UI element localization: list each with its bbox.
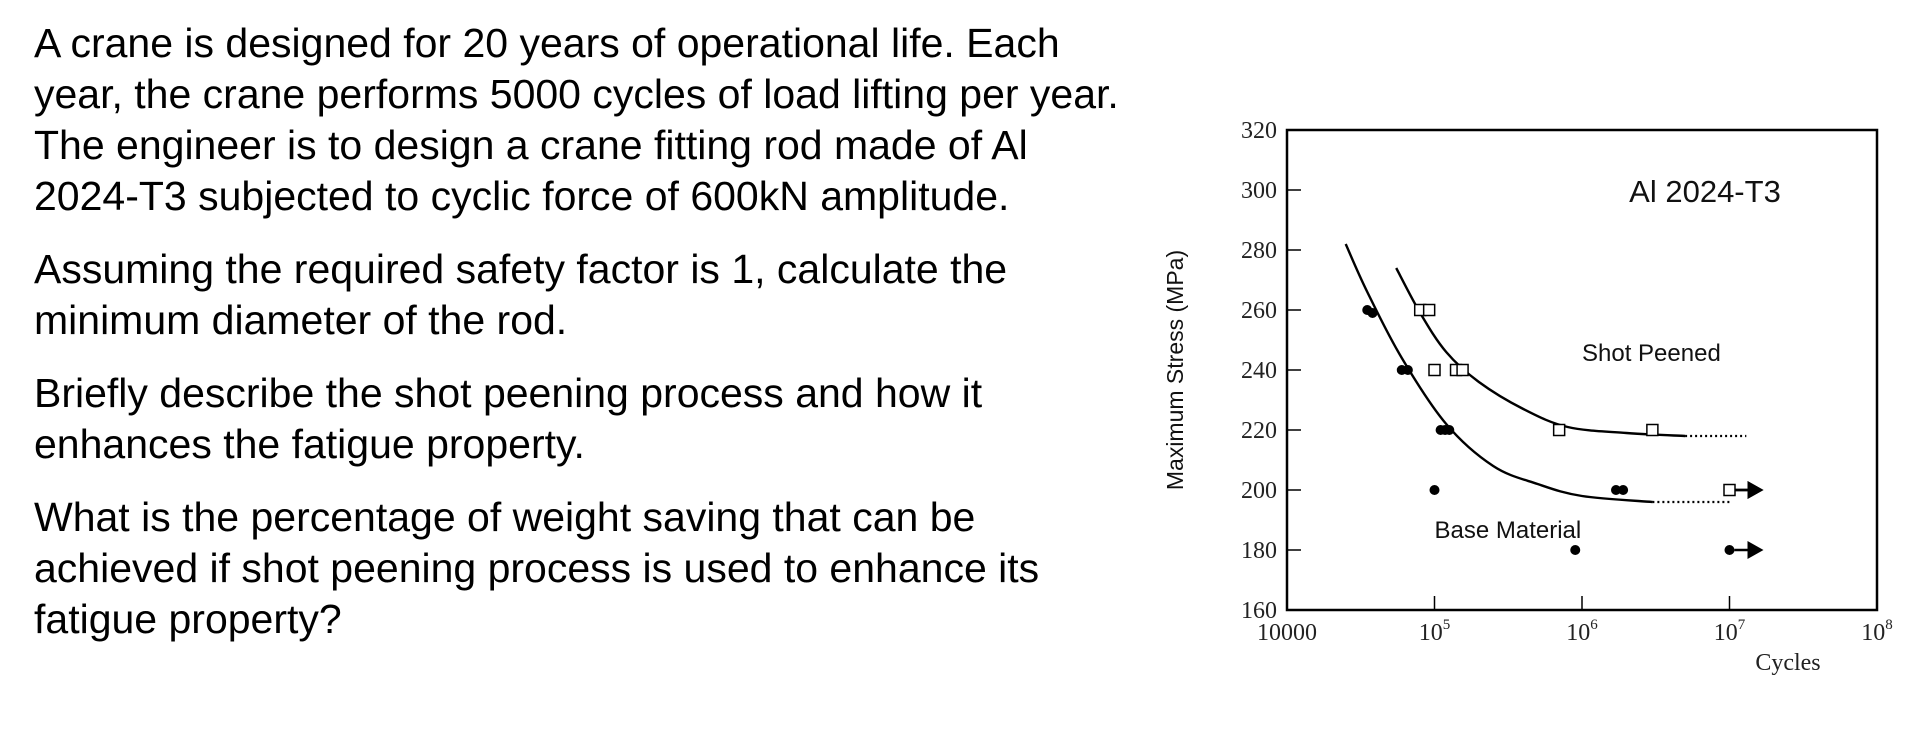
question-paragraph-1: A crane is designed for 20 years of oper…: [34, 20, 1119, 219]
y-tick-label: 160: [1241, 598, 1277, 624]
y-axis-label: Maximum Stress (MPa): [1162, 250, 1188, 490]
question-paragraph-4: What is the percentage of weight saving …: [34, 494, 1040, 642]
shot-peened-point: [1552, 423, 1566, 437]
base-material-fit-curve: [1344, 243, 1653, 504]
shot-peened-point: [1428, 363, 1441, 377]
base-material-runout-arrow-head: [1747, 541, 1764, 559]
x-axis-ticks: 10000 105 106 107 108: [1257, 596, 1893, 646]
shot-peened-point: [1723, 483, 1736, 497]
base-material-point: [1402, 365, 1413, 375]
question-paragraph-3: Briefly describe the shot peening proces…: [34, 370, 983, 467]
base-material-point: [1367, 308, 1378, 318]
y-tick-label: 280: [1241, 238, 1277, 264]
annotation-label: Base Material: [1435, 517, 1582, 544]
y-tick-label: 300: [1241, 178, 1277, 204]
x-tick-label: 107: [1714, 617, 1746, 646]
y-tick-label: 200: [1241, 478, 1277, 504]
shot-peened-point: [1646, 423, 1659, 437]
x-axis-label: Cycles: [1755, 650, 1820, 676]
base-material-point: [1429, 485, 1440, 495]
question-text: A crane is designed for 20 years of oper…: [34, 18, 1124, 667]
y-tick-label: 240: [1241, 358, 1277, 384]
chart-title: Al 2024-T3: [1629, 174, 1781, 209]
base-material-point: [1444, 425, 1455, 435]
shot-peened-point: [1422, 303, 1436, 317]
y-tick-label: 260: [1241, 298, 1277, 324]
x-tick-label: 10000: [1257, 620, 1317, 646]
annotations: Shot Peened Base Material: [1435, 340, 1721, 544]
base-material-point: [1724, 545, 1735, 555]
x-tick-label: 105: [1419, 617, 1451, 646]
x-tick-label: 108: [1861, 617, 1893, 646]
base-material-point: [1618, 485, 1629, 495]
plot-frame: [1285, 128, 1879, 612]
x-tick-label: 106: [1566, 617, 1598, 646]
y-tick-label: 180: [1241, 538, 1277, 564]
data-points: [1362, 303, 1764, 559]
y-axis-ticks: 160 180 200 220 240 260 280 300 320: [1241, 118, 1301, 624]
shot-peened-point: [1456, 363, 1469, 377]
shot-peened-runout-arrow-head: [1747, 481, 1764, 499]
fit-curves: [1344, 243, 1747, 504]
base-material-point: [1610, 485, 1621, 495]
shot-peened-fit-curve: [1395, 267, 1686, 438]
y-tick-label: 320: [1241, 118, 1277, 144]
question-paragraph-2: Assuming the required safety factor is 1…: [34, 246, 1008, 343]
y-tick-label: 220: [1241, 418, 1277, 444]
base-material-point: [1570, 545, 1581, 555]
sn-chart: 160 180 200 220 240 260 280 300 320 10000 105 106 1…: [1150, 95, 1900, 715]
annotation-label: Shot Peened: [1582, 340, 1721, 367]
